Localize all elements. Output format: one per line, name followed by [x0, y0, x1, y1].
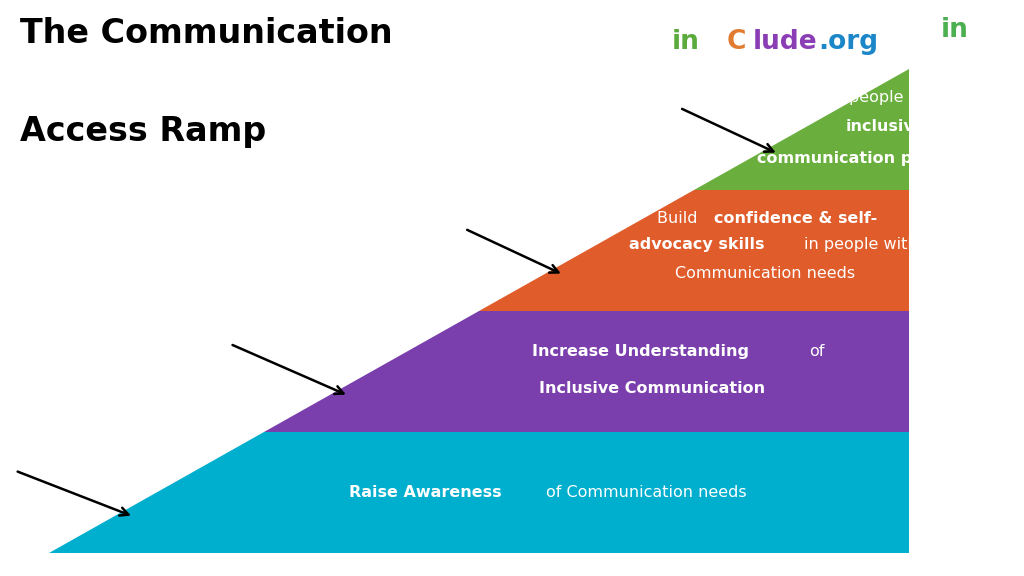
Text: advocacy skills: advocacy skills — [629, 237, 770, 252]
Text: lude: lude — [753, 29, 817, 55]
Polygon shape — [264, 311, 909, 432]
Text: Communication needs: Communication needs — [675, 266, 855, 281]
Text: Train people to be: Train people to be — [805, 90, 949, 105]
Text: communication partners: communication partners — [757, 151, 979, 166]
Text: in people with: in people with — [805, 237, 919, 252]
Text: of Communication needs: of Communication needs — [546, 485, 746, 500]
Text: The Communication: The Communication — [19, 17, 392, 50]
Text: inclusive: inclusive — [845, 119, 925, 134]
Text: Access Ramp: Access Ramp — [19, 115, 266, 148]
Text: Increase Understanding: Increase Understanding — [531, 344, 755, 359]
Text: of: of — [809, 344, 824, 359]
Text: Raise Awareness: Raise Awareness — [349, 485, 507, 500]
Text: C: C — [726, 29, 745, 55]
Text: Build: Build — [657, 211, 702, 226]
Text: Inclusive Communication: Inclusive Communication — [540, 381, 765, 396]
Text: in: in — [940, 17, 969, 43]
Polygon shape — [694, 69, 909, 190]
Text: confidence & self-: confidence & self- — [714, 211, 878, 226]
Polygon shape — [49, 432, 909, 553]
Text: .org: .org — [818, 29, 879, 55]
Text: in: in — [672, 29, 699, 55]
Polygon shape — [479, 190, 909, 311]
